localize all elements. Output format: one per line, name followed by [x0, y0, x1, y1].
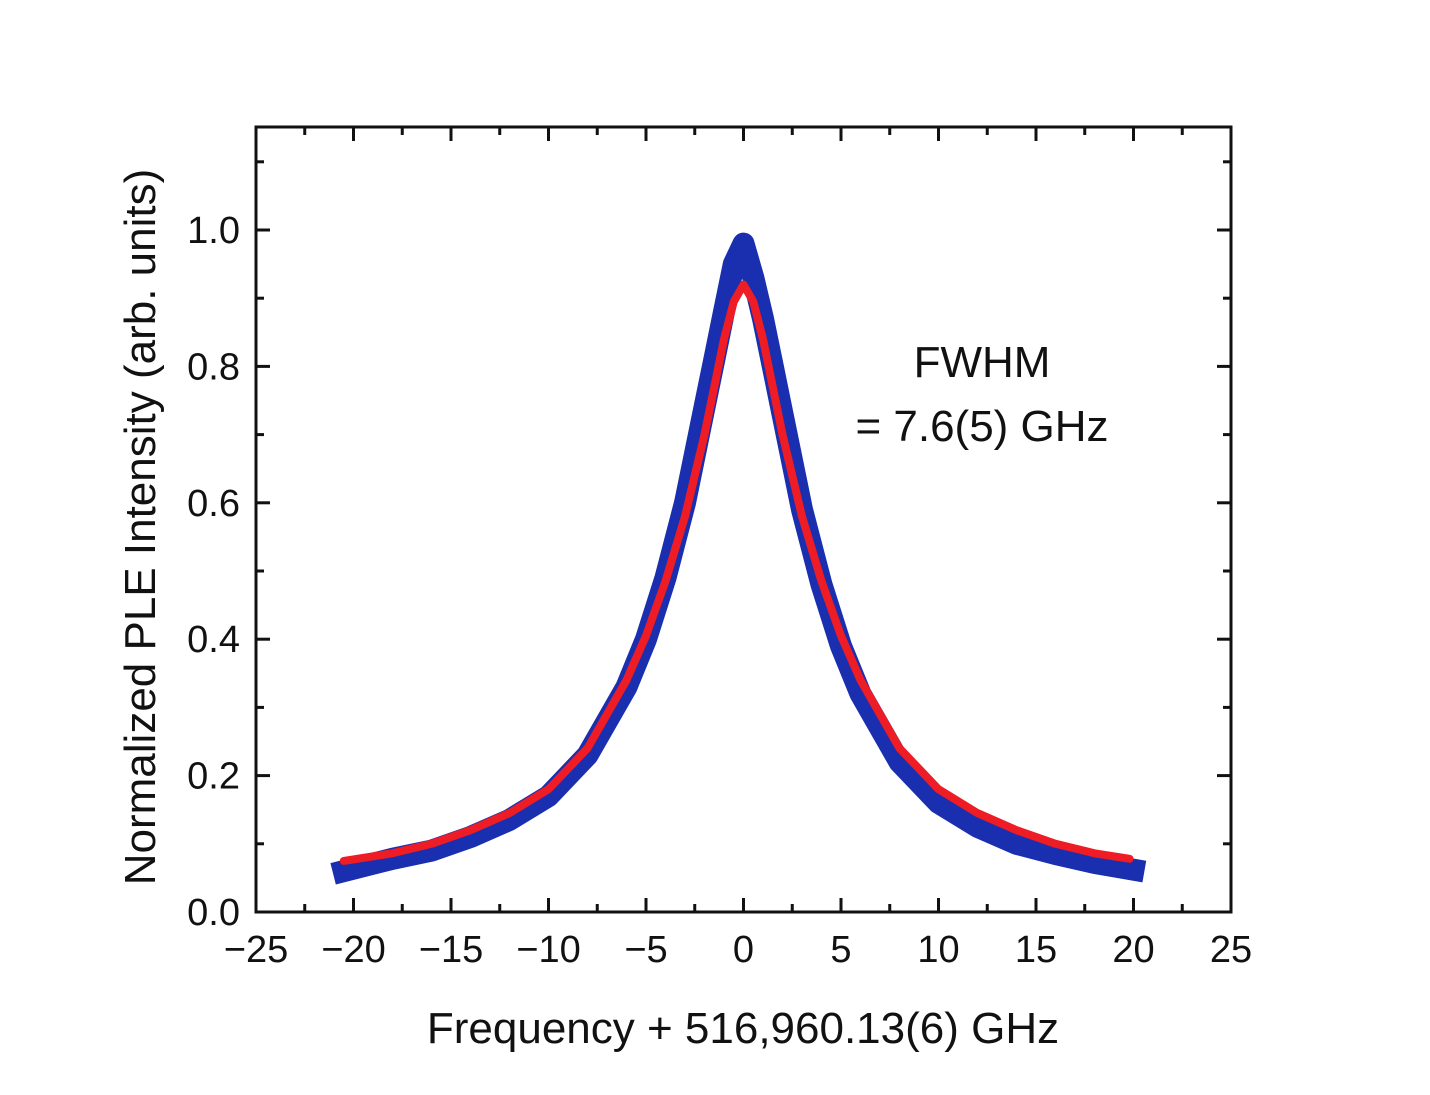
x-tick-label: 0	[733, 929, 754, 971]
y-tick-label: 0.6	[187, 483, 240, 525]
y-tick-label: 1.0	[187, 210, 240, 252]
y-tick-labels: 0.0 0.2 0.4 0.6 0.8 1.0	[187, 210, 240, 934]
y-axis-title: Normalized PLE Intensity (arb. units)	[116, 169, 165, 886]
x-tick-label: 25	[1210, 929, 1252, 971]
x-tick-label: 15	[1015, 929, 1057, 971]
x-tick-label: −15	[419, 929, 483, 971]
y-tick-label: 0.0	[187, 892, 240, 934]
series-layer	[330, 232, 1147, 885]
lorentzian-fit-series	[339, 280, 1134, 865]
y-tick-label: 0.8	[187, 346, 240, 388]
x-tick-label: −5	[624, 929, 667, 971]
x-tick-label: −20	[321, 929, 385, 971]
ple-data-series	[330, 232, 1147, 885]
x-tick-label: 5	[830, 929, 851, 971]
tick-layer	[254, 127, 1233, 914]
x-tick-labels: −25 −20 −15 −10 −5 0 5 10 15 20 25	[224, 929, 1252, 971]
fwhm-value: = 7.6(5) GHz	[855, 402, 1108, 451]
fwhm-label: FWHM	[914, 338, 1051, 387]
x-tick-label: −10	[516, 929, 580, 971]
x-tick-label: 20	[1112, 929, 1154, 971]
y-tick-label: 0.4	[187, 619, 240, 661]
y-tick-label: 0.2	[187, 756, 240, 798]
x-tick-label: −25	[224, 929, 288, 971]
x-axis-title: Frequency + 516,960.13(6) GHz	[427, 1004, 1059, 1053]
x-tick-label: 10	[917, 929, 959, 971]
